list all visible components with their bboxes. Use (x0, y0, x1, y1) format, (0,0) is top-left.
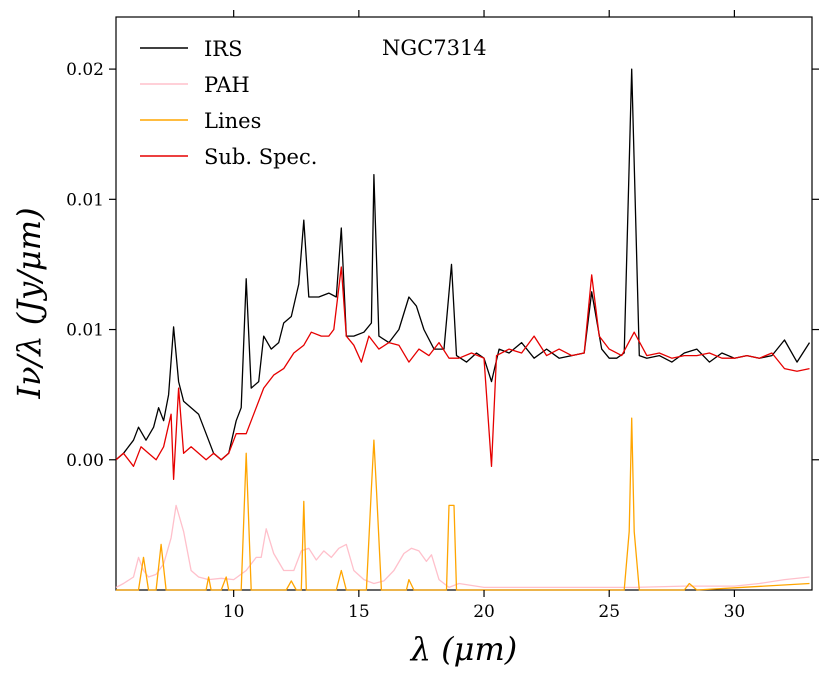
x-tick-label: 10 (223, 602, 245, 622)
y-tick-label: 0.00 (66, 451, 104, 471)
legend-label-pah: PAH (204, 73, 250, 97)
x-tick-label: 15 (348, 602, 370, 622)
plot-frame (115, 16, 813, 591)
series-layer (115, 68, 811, 591)
series-line-lines (116, 417, 810, 591)
legend: IRS PAH Lines Sub. Spec. (140, 37, 317, 169)
x-tick-label: 30 (724, 602, 746, 622)
y-axis-label: Iν/λ (Jy/μm) (10, 207, 48, 399)
x-tick-label: 20 (473, 602, 495, 622)
x-tick-label: 25 (598, 602, 620, 622)
y-tick-label: 0.01 (66, 190, 104, 210)
legend-label-irs: IRS (204, 37, 243, 61)
chart-title: NGC7314 (382, 36, 487, 60)
series-line-pah (115, 504, 810, 589)
y-tick-label: 0.02 (66, 60, 104, 80)
series-line-sub-spec (115, 266, 810, 480)
y-tick-label: 0.01 (66, 321, 104, 341)
x-axis-label: λ (μm) (409, 630, 518, 668)
tick-layer: 10 15 20 25 30 0.00 0.01 0.01 0.02 (66, 10, 819, 622)
legend-label-sub-spec: Sub. Spec. (204, 145, 317, 169)
legend-label-lines: Lines (204, 109, 261, 133)
